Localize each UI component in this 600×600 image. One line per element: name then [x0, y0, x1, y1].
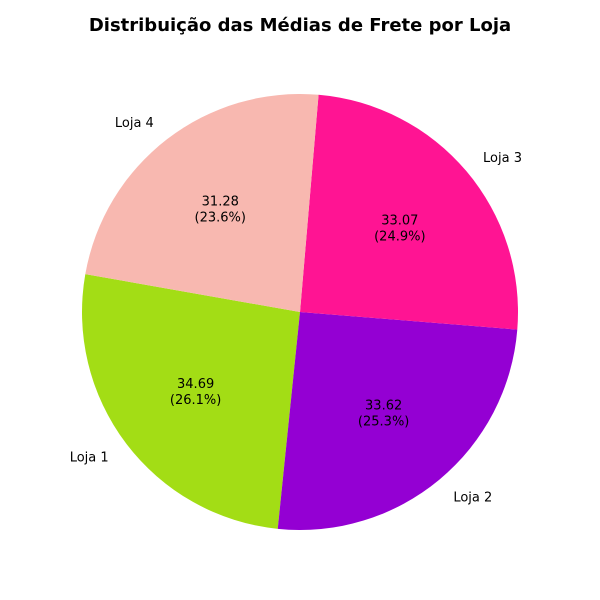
pie-slice-loja-4 [85, 94, 319, 312]
pie-labels: Loja 1 34.69(26.1%) Loja 2 33.62(25.3%) Loja… [70, 116, 522, 505]
slice-value-loja-4: 31.28 [202, 194, 239, 209]
chart-title: Distribuição das Médias de Frete por Loj… [89, 15, 511, 36]
slice-label-loja-1: Loja 1 [70, 451, 109, 466]
slice-label-loja-2: Loja 2 [453, 490, 492, 505]
pie-slice-loja-3 [300, 94, 518, 330]
slice-value-loja-1: 34.69 [177, 377, 214, 392]
slice-label-loja-3: Loja 3 [483, 151, 522, 166]
slice-percent-loja-2: (25.3%) [358, 415, 409, 430]
pie-slice-loja-2 [277, 312, 518, 530]
slice-percent-loja-4: (23.6%) [195, 210, 246, 225]
slice-percent-loja-3: (24.9%) [374, 229, 425, 244]
pie-slice-loja-1 [82, 274, 300, 529]
slice-value-loja-3: 33.07 [381, 213, 418, 228]
pie-slices [82, 94, 518, 530]
slice-label-loja-4: Loja 4 [115, 116, 154, 131]
slice-value-loja-2: 33.62 [365, 399, 402, 414]
slice-percent-loja-1: (26.1%) [170, 393, 221, 408]
